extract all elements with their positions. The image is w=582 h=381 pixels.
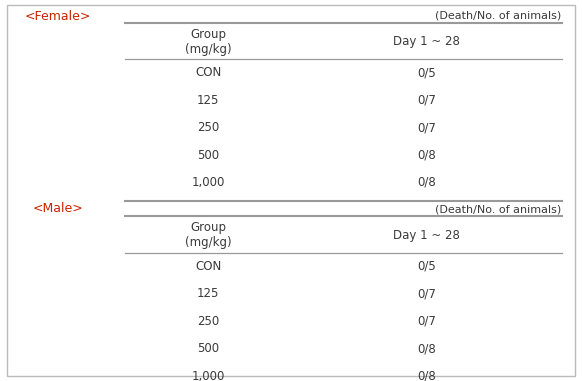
Text: 0/5: 0/5 xyxy=(417,66,436,79)
Text: Day 1 ~ 28: Day 1 ~ 28 xyxy=(393,229,460,242)
Text: (Death/No. of animals): (Death/No. of animals) xyxy=(435,11,562,21)
Text: 125: 125 xyxy=(197,287,219,300)
Text: CON: CON xyxy=(195,66,221,79)
Text: 0/7: 0/7 xyxy=(417,315,436,328)
Text: <Male>: <Male> xyxy=(33,202,84,215)
Text: 0/8: 0/8 xyxy=(417,342,436,355)
Text: 250: 250 xyxy=(197,315,219,328)
Text: 0/8: 0/8 xyxy=(417,176,436,189)
Text: (Death/No. of animals): (Death/No. of animals) xyxy=(435,205,562,215)
Text: 1,000: 1,000 xyxy=(191,176,225,189)
Text: 0/7: 0/7 xyxy=(417,121,436,134)
Text: <Female>: <Female> xyxy=(25,10,91,23)
Text: 500: 500 xyxy=(197,342,219,355)
Text: 250: 250 xyxy=(197,121,219,134)
Text: Group
(mg/kg): Group (mg/kg) xyxy=(184,221,232,249)
Text: 125: 125 xyxy=(197,94,219,107)
Text: 0/7: 0/7 xyxy=(417,287,436,300)
Text: 0/7: 0/7 xyxy=(417,94,436,107)
Text: 0/5: 0/5 xyxy=(417,260,436,273)
Text: 0/8: 0/8 xyxy=(417,149,436,162)
Text: 0/8: 0/8 xyxy=(417,370,436,381)
Text: 500: 500 xyxy=(197,149,219,162)
Text: Group
(mg/kg): Group (mg/kg) xyxy=(184,28,232,56)
Text: CON: CON xyxy=(195,260,221,273)
Text: 1,000: 1,000 xyxy=(191,370,225,381)
Text: Day 1 ~ 28: Day 1 ~ 28 xyxy=(393,35,460,48)
